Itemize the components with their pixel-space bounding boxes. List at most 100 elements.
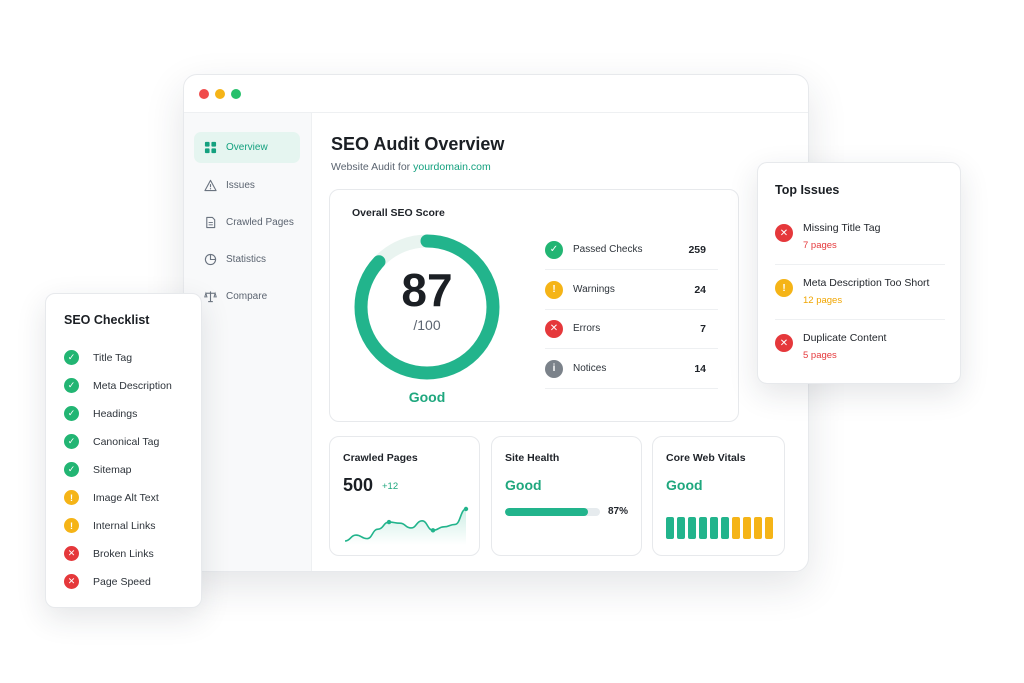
issue-label: Meta Description Too Short — [803, 277, 930, 289]
stat-label: Errors — [573, 323, 601, 334]
crawled-value: 500 — [343, 475, 374, 495]
sidebar-item-overview[interactable]: Overview — [194, 132, 300, 163]
info-icon: i — [545, 359, 563, 378]
checklist-item[interactable]: ! Internal Links — [64, 518, 155, 533]
score-gauge — [354, 234, 500, 380]
vitals-bar — [732, 517, 740, 539]
stat-value: 24 — [694, 283, 706, 296]
check-icon: ✓ — [545, 240, 563, 259]
x-icon: ✕ — [64, 574, 79, 589]
check-icon: ✓ — [64, 406, 79, 421]
vitals-bar — [721, 517, 729, 539]
vitals-bar — [699, 517, 707, 539]
score-max: /100 — [413, 317, 441, 333]
exclamation-icon: ! — [775, 279, 793, 297]
checklist-item[interactable]: ✓ Sitemap — [64, 462, 132, 477]
check-icon: ✓ — [64, 434, 79, 449]
close-window-button[interactable] — [199, 89, 209, 99]
vitals-bar — [710, 517, 718, 539]
issue-item[interactable]: ✕ Duplicate Content 5 pages — [775, 330, 945, 385]
scale-icon — [204, 291, 217, 303]
domain-link[interactable]: yourdomain.com — [413, 161, 491, 173]
checklist-item[interactable]: ✕ Page Speed — [64, 574, 151, 589]
issue-item[interactable]: ! Meta Description Too Short 12 pages — [775, 275, 945, 330]
core-web-vitals-card[interactable]: Core Web Vitals Good — [652, 436, 785, 556]
checklist-item-label: Title Tag — [93, 351, 133, 364]
checklist-item[interactable]: ✓ Title Tag — [64, 350, 132, 365]
minimize-window-button[interactable] — [215, 89, 225, 99]
sidebar-item-statistics[interactable]: Statistics — [194, 244, 300, 275]
score-gauge-arc — [354, 234, 500, 380]
warning-icon — [204, 179, 217, 192]
stat-row-errors[interactable]: ✕ Errors 7 — [545, 309, 718, 349]
pie-chart-icon — [204, 253, 217, 266]
sidebar-item-label: Overview — [226, 142, 268, 153]
top-issues-panel: Top Issues ✕ Missing Title Tag 7 pages !… — [757, 162, 961, 384]
seo-score-card: Overall SEO Score 87 /100 Good ✓ Passed … — [329, 189, 739, 422]
x-icon: ✕ — [545, 319, 563, 338]
document-icon — [206, 216, 216, 229]
checklist-item-label: Page Speed — [93, 575, 151, 588]
checklist-item[interactable]: ✓ Headings — [64, 406, 137, 421]
vitals-bar — [765, 517, 773, 539]
check-icon: ✓ — [64, 378, 79, 393]
issue-label: Duplicate Content — [803, 332, 887, 344]
stat-row-notices[interactable]: i Notices 14 — [545, 349, 718, 389]
sparkline-point — [430, 528, 436, 533]
sidebar-item-compare[interactable]: Compare — [194, 281, 300, 312]
divider — [775, 319, 945, 320]
checklist-item-label: Canonical Tag — [93, 435, 160, 448]
sidebar-item-label: Statistics — [226, 254, 267, 265]
x-icon: ✕ — [64, 546, 79, 561]
crawled-sparkline — [344, 506, 469, 545]
stat-value: 259 — [688, 243, 706, 256]
stat-row-passed[interactable]: ✓ Passed Checks 259 — [545, 230, 718, 270]
check-icon: ✓ — [64, 350, 79, 365]
crawled-delta: +12 — [382, 481, 399, 492]
sparkline-line — [344, 508, 467, 542]
issue-count: 12 pages — [803, 295, 843, 306]
crawled-pages-card[interactable]: Crawled Pages 500 +12 — [329, 436, 480, 556]
health-progress-bar — [505, 508, 600, 516]
app-window: Overview Issues Crawled Pages Statistics… — [183, 74, 809, 572]
site-health-card[interactable]: Site Health Good 87% — [491, 436, 642, 556]
stat-label: Warnings — [573, 284, 615, 295]
subtitle-prefix: Website Audit for — [331, 161, 411, 173]
check-icon: ✓ — [64, 462, 79, 477]
issue-item[interactable]: ✕ Missing Title Tag 7 pages — [775, 220, 945, 275]
health-rating: Good — [505, 477, 542, 493]
score-title: Overall SEO Score — [352, 207, 445, 219]
sidebar-item-label: Crawled Pages — [226, 217, 294, 228]
sidebar: Overview Issues Crawled Pages Statistics… — [184, 113, 312, 571]
sidebar-item-crawled-pages[interactable]: Crawled Pages — [194, 207, 300, 238]
checklist-item-label: Meta Description — [93, 379, 172, 392]
sidebar-item-issues[interactable]: Issues — [194, 170, 300, 201]
grid-icon — [204, 141, 217, 154]
vitals-bar — [688, 517, 696, 539]
checklist-item-label: Sitemap — [93, 463, 132, 476]
checklist-item-label: Internal Links — [93, 519, 156, 532]
exclamation-icon: ! — [64, 518, 79, 533]
checklist-item[interactable]: ! Image Alt Text — [64, 490, 159, 505]
sidebar-item-label: Compare — [226, 291, 268, 302]
checklist-item[interactable]: ✕ Broken Links — [64, 546, 154, 561]
checklist-item-label: Image Alt Text — [93, 491, 159, 504]
vitals-bar — [666, 517, 674, 539]
seo-checklist-panel: SEO Checklist ✓ Title Tag ✓ Meta Descriptio… — [45, 293, 202, 608]
vitals-bar — [754, 517, 762, 539]
health-title: Site Health — [505, 452, 560, 464]
checklist-item[interactable]: ✓ Canonical Tag — [64, 434, 159, 449]
checklist-item-label: Headings — [93, 407, 138, 420]
page-subtitle: Website Audit for yourdomain.com — [331, 161, 491, 173]
maximize-window-button[interactable] — [231, 89, 241, 99]
health-percent: 87% — [608, 506, 629, 517]
score-rating: Good — [408, 389, 446, 405]
vitals-bar — [677, 517, 685, 539]
issue-count: 5 pages — [803, 350, 837, 361]
stat-row-warnings[interactable]: ! Warnings 24 — [545, 270, 718, 310]
checklist-item[interactable]: ✓ Meta Description — [64, 378, 172, 393]
checklist-item-label: Broken Links — [93, 547, 154, 560]
sparkline-point — [463, 506, 469, 512]
exclamation-icon: ! — [545, 280, 563, 299]
crawled-title: Crawled Pages — [343, 452, 418, 464]
